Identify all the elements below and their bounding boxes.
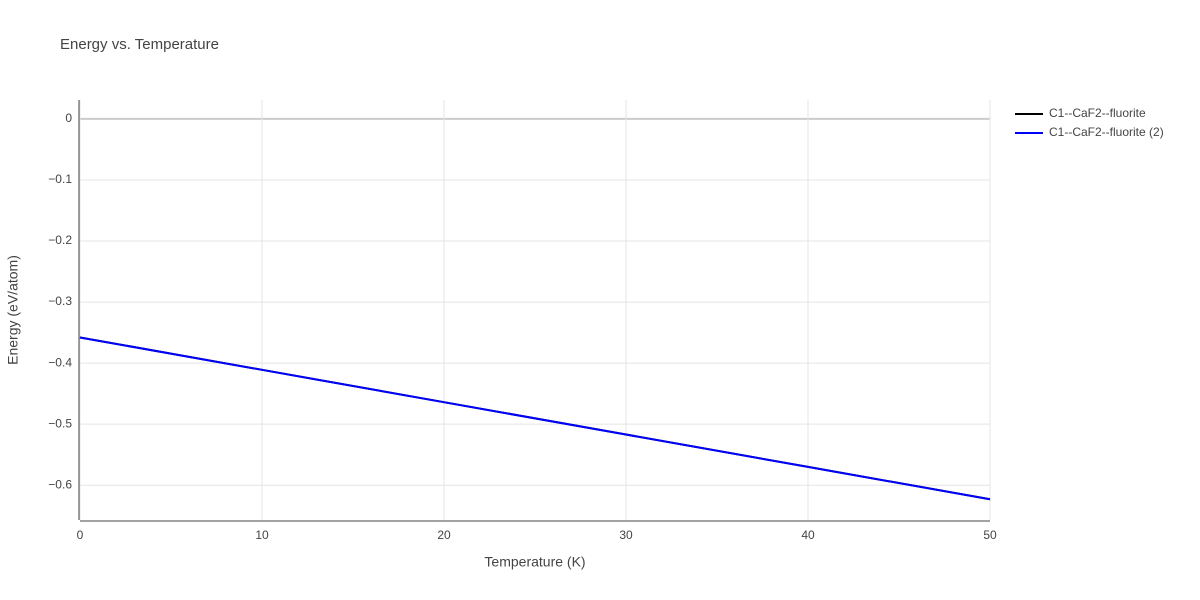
y-tick-label: −0.1 (48, 172, 72, 186)
x-tick-label: 20 (437, 528, 451, 542)
x-tick-label: 30 (619, 528, 633, 542)
x-tick-label: 10 (255, 528, 269, 542)
x-tick-label: 40 (801, 528, 815, 542)
x-tick-label: 0 (77, 528, 84, 542)
y-tick-label: −0.2 (48, 233, 72, 247)
y-tick-label: −0.4 (48, 355, 72, 369)
y-tick-label: −0.6 (48, 477, 72, 491)
x-tick-label: 50 (983, 528, 997, 542)
y-tick-label: 0 (65, 111, 72, 125)
series-line (79, 336, 991, 501)
y-tick-label: −0.5 (48, 416, 72, 430)
x-axis-title: Temperature (K) (484, 554, 585, 570)
legend-label: C1--CaF2--fluorite (1049, 106, 1146, 120)
y-axis-title: Energy (eV/atom) (5, 255, 21, 365)
legend-label: C1--CaF2--fluorite (2) (1049, 125, 1164, 139)
chart-title: Energy vs. Temperature (60, 36, 219, 53)
y-tick-label: −0.3 (48, 294, 72, 308)
